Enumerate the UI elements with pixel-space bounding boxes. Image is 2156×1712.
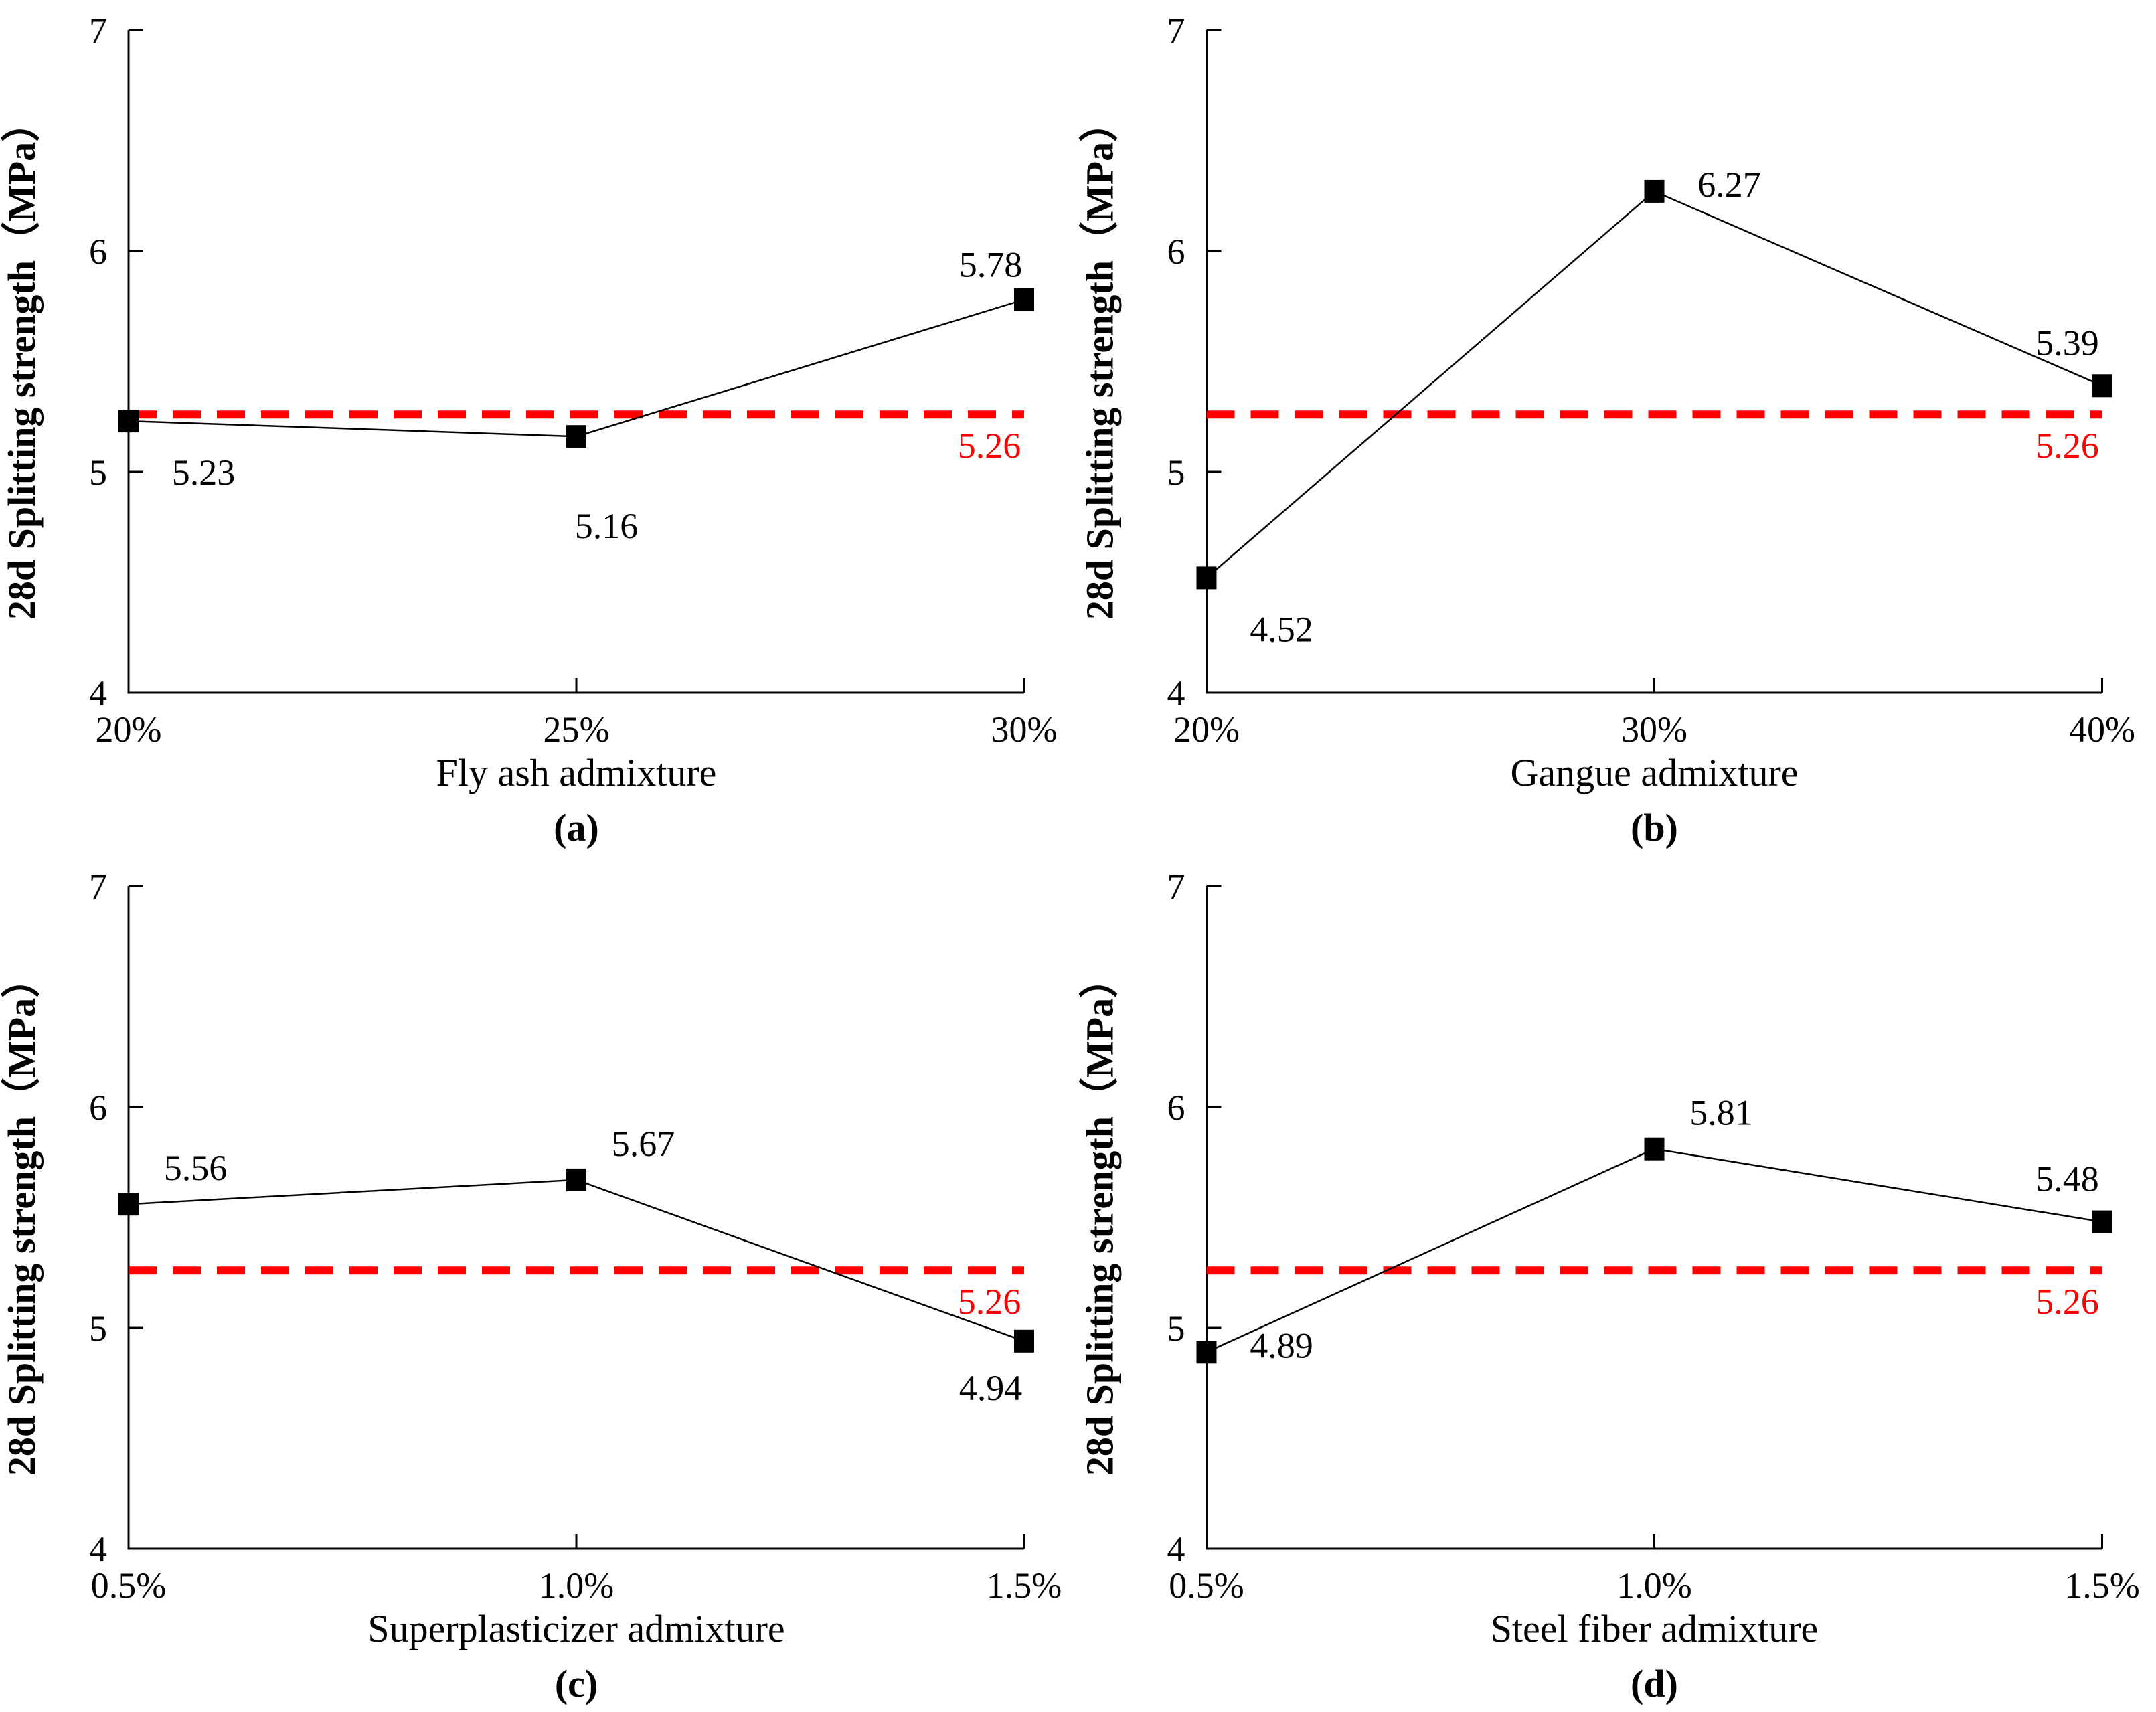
y-axis-title: 28d Splitting strength（MPa） xyxy=(0,959,44,1476)
x-axis-title: Fly ash admixture xyxy=(436,751,717,794)
y-tick-label: 7 xyxy=(89,867,107,907)
data-point-label: 5.56 xyxy=(164,1148,228,1188)
data-line xyxy=(1206,190,2102,579)
y-tick-label: 6 xyxy=(1167,1088,1185,1128)
panel-d: 7 6 5 40.5% 1.0% 1.5% 5.26 4.89 5.81 5.48 Steel fi… xyxy=(1078,867,2140,1705)
data-point-label: 5.67 xyxy=(612,1124,675,1164)
data-point-marker xyxy=(2092,1210,2112,1233)
reference-line-label: 5.26 xyxy=(2036,426,2099,466)
x-tick-label: 25% xyxy=(544,709,610,750)
panel-caption: (d) xyxy=(1631,1662,1678,1705)
data-point-label: 4.94 xyxy=(959,1368,1023,1408)
data-point-label: 5.16 xyxy=(575,506,639,546)
data-point-label: 5.23 xyxy=(172,452,236,493)
y-tick-label: 4 xyxy=(89,1529,107,1569)
x-tick-label: 20% xyxy=(96,709,162,750)
x-tick-label: 30% xyxy=(1621,709,1687,750)
panel-c: 7 6 5 40.5% 1.0% 1.5% 5.26 5.56 5.67 4.94 Superpla… xyxy=(0,867,1062,1705)
panel-a: 7 6 5 420% 25% 30% 5.26 5.23 5.16 5.78 Fly ash adm… xyxy=(0,11,1057,849)
y-tick-label: 7 xyxy=(1167,867,1185,907)
reference-line-label: 5.26 xyxy=(958,426,1021,466)
data-point-marker xyxy=(1014,1329,1034,1353)
x-tick-label: 1.5% xyxy=(987,1565,1062,1606)
panel-caption: (a) xyxy=(554,806,599,849)
data-point-label: 5.39 xyxy=(2036,323,2099,363)
data-point-marker xyxy=(566,425,586,448)
data-point-label: 5.81 xyxy=(1689,1093,1753,1133)
x-tick-label: 1.0% xyxy=(1616,1565,1691,1606)
data-point-marker xyxy=(1644,179,1665,203)
y-tick-label: 5 xyxy=(1167,452,1185,493)
x-tick-label: 30% xyxy=(991,709,1058,750)
data-point-marker xyxy=(118,1193,139,1216)
x-tick-label: 20% xyxy=(1173,709,1240,750)
y-tick-label: 4 xyxy=(1167,673,1185,713)
data-point-marker xyxy=(1196,566,1217,590)
y-tick-label: 5 xyxy=(89,1308,107,1349)
data-point-label: 5.78 xyxy=(959,245,1023,285)
data-point-label: 6.27 xyxy=(1697,165,1761,205)
data-point-marker xyxy=(1014,288,1034,311)
x-axis-title: Superplasticizer admixture xyxy=(367,1607,784,1650)
data-point-marker xyxy=(118,410,139,433)
x-tick-label: 0.5% xyxy=(1169,1565,1244,1606)
data-point-label: 4.89 xyxy=(1250,1325,1313,1365)
y-tick-label: 6 xyxy=(89,1088,107,1128)
x-tick-label: 1.5% xyxy=(2064,1565,2139,1606)
panel-caption: (b) xyxy=(1631,806,1678,849)
x-tick-label: 1.0% xyxy=(539,1565,614,1606)
y-tick-label: 5 xyxy=(89,452,107,493)
reference-line-label: 5.26 xyxy=(958,1282,1021,1322)
data-line xyxy=(1206,1148,2102,1353)
data-point-marker xyxy=(2092,374,2112,398)
data-line xyxy=(128,1179,1025,1342)
data-point-marker xyxy=(1644,1137,1665,1161)
y-tick-label: 4 xyxy=(89,673,107,713)
data-point-marker xyxy=(566,1168,586,1191)
data-point-label: 5.48 xyxy=(2036,1159,2099,1199)
y-tick-label: 7 xyxy=(89,11,107,51)
y-axis-title: 28d Splitting strength（MPa） xyxy=(1078,103,1122,620)
y-axis-title: 28d Splitting strength（MPa） xyxy=(1078,959,1122,1476)
x-axis-title: Gangue admixture xyxy=(1510,751,1798,794)
x-axis-title: Steel fiber admixture xyxy=(1491,1607,1819,1650)
data-point-marker xyxy=(1196,1341,1217,1364)
y-tick-label: 7 xyxy=(1167,11,1185,51)
y-tick-label: 6 xyxy=(89,232,107,272)
y-tick-label: 4 xyxy=(1167,1529,1185,1569)
y-tick-label: 5 xyxy=(1167,1308,1185,1349)
data-point-label: 4.52 xyxy=(1250,609,1313,649)
y-axis-title: 28d Splitting strength（MPa） xyxy=(0,103,44,620)
x-tick-label: 40% xyxy=(2069,709,2135,750)
x-tick-label: 0.5% xyxy=(91,1565,166,1606)
panel-caption: (c) xyxy=(555,1662,598,1705)
y-tick-label: 6 xyxy=(1167,232,1185,272)
panel-b: 7 6 5 420% 30% 40% 5.26 4.52 6.27 5.39 Gangue admi… xyxy=(1078,11,2135,849)
reference-line-label: 5.26 xyxy=(2036,1282,2099,1322)
